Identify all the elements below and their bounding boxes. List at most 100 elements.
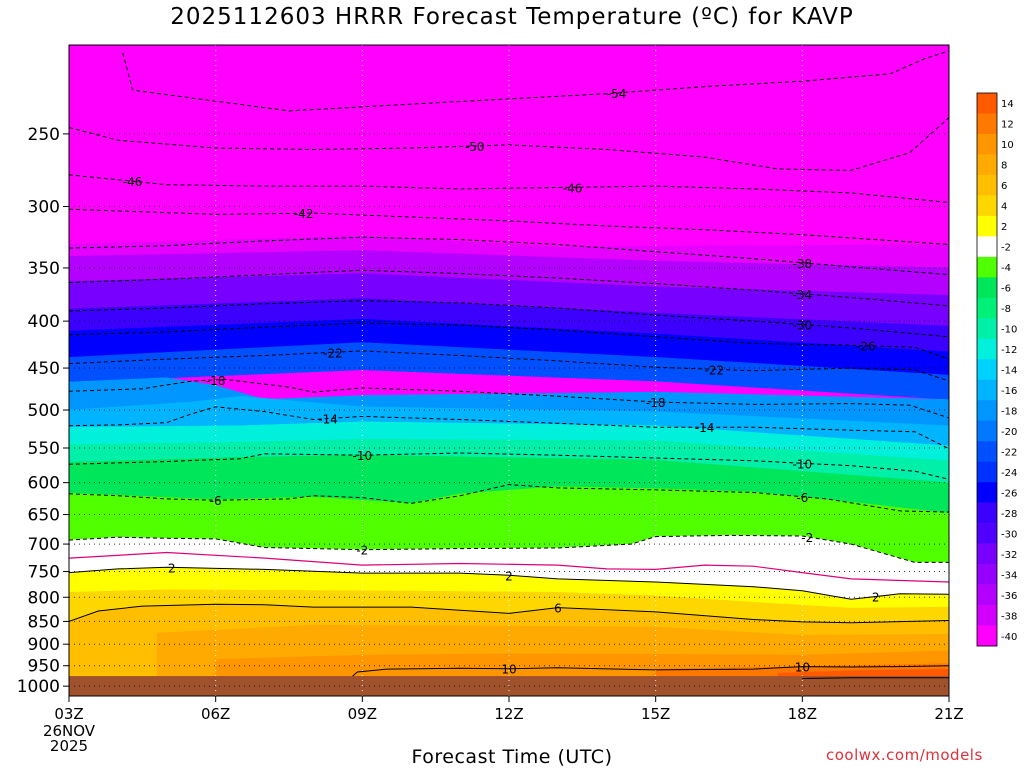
colorbar-tick-label: -4 [1001,263,1011,274]
contour-label: 10 [501,663,516,677]
colorbar-swatch [977,133,997,155]
contour-label: -26 [856,340,876,354]
contour-label: -10 [793,457,813,471]
y-tick-label: 800 [28,588,60,608]
colorbar-swatch [977,625,997,647]
contour-line [69,603,949,624]
colorbar-tick-label: -6 [1001,284,1011,295]
colorbar-swatch [977,379,997,401]
colorbar-tick-label: -40 [1001,632,1017,643]
colorbar-tick-label: -10 [1001,325,1017,336]
contour-label: 2 [872,591,880,605]
contour-label: -22 [705,363,725,377]
y-tick-label: 650 [28,506,60,526]
colorbar-swatch [977,174,997,196]
y-tick-label: 750 [28,563,60,583]
y-tick-label: 550 [28,439,60,459]
colorbar-tick-label: 8 [1001,161,1007,172]
contour-label: -18 [206,374,226,388]
credit-link[interactable]: coolwx.com/models [826,746,983,764]
y-axis: 250 300 350 400 450 500 550 600 650 700 750 800 850 9… [17,125,69,697]
contour-lines [69,50,949,679]
x-axis-title: Forecast Time (UTC) [411,746,613,768]
colorbar-tick-label: 10 [1001,140,1014,151]
x-tick-label: 03Z [54,705,83,723]
colorbar-tick-label: -18 [1001,406,1017,417]
colorbar-swatch [977,502,997,524]
contour-label: -50 [465,140,485,154]
contour-label: -38 [793,257,813,271]
x-tick-label: 06Z [201,705,230,723]
contour-label: -10 [353,449,373,463]
colorbar-tick-label: -2 [1001,243,1011,254]
x-tick-label: 09Z [348,705,377,723]
contour-label: -30 [793,319,813,333]
contour-label: -46 [123,175,143,189]
contour-label: -22 [323,346,343,360]
contour-label: -46 [563,181,583,195]
colorbar-tick-label: 6 [1001,181,1007,192]
colorbar-swatch [977,297,997,319]
colorbar-tick-label: 4 [1001,202,1007,213]
contour-line [352,665,949,677]
colorbar-tick-label: -20 [1001,427,1017,438]
colorbar-swatch [977,441,997,462]
contour-label: -42 [294,207,314,221]
contour-line [69,452,949,480]
contour-line [69,484,949,513]
y-tick-label: 400 [28,312,60,332]
colorbar-tick-label: -34 [1001,570,1017,581]
colorbar-swatch [977,215,997,237]
colorbar-swatch [977,605,997,626]
contour-label: -18 [646,396,666,410]
y-tick-label: 700 [28,535,60,555]
colorbar-frame [976,92,998,647]
chart-title: 2025112603 HRRR Forecast Temperature (ºC… [170,4,854,30]
y-tick-label: 450 [28,359,60,379]
contour-line [69,322,949,360]
colorbar-tick-label: -14 [1001,366,1017,377]
y-tick-label: 850 [28,612,60,632]
colorbar-swatch [977,584,997,606]
colorbar-swatch [977,277,997,299]
grid-lines [69,45,949,696]
colorbar-swatch [977,195,997,217]
contour-label: -6 [796,491,808,505]
colorbar-tick-label: -30 [1001,529,1017,540]
contour-line [122,50,949,112]
contour-line [69,551,949,583]
colorbar-tick-label: 14 [1001,99,1014,110]
contour-line [69,378,949,419]
colorbar-swatch [977,318,997,340]
y-tick-label: 600 [28,474,60,494]
colorbar-tick-label: -24 [1001,468,1017,479]
y-tick-label: 1000 [17,677,60,697]
colorbar-swatch [977,93,997,114]
colorbar-tick-label: -22 [1001,447,1017,458]
y-tick-label: 250 [28,125,60,145]
colorbar-tick-label: -32 [1001,550,1017,561]
colorbar-swatch [977,564,997,585]
contour-label: -6 [210,494,222,508]
colorbar-swatch [977,420,997,442]
contour-line [69,208,949,245]
x-tick-label: 12Z [494,705,523,723]
contour-label: -2 [801,531,813,545]
colorbar-tick-label: -16 [1001,386,1017,397]
y-tick-label: 350 [28,259,60,279]
colorbar-tick-label: -38 [1001,611,1017,622]
colorbar-swatch [977,400,997,422]
colorbar-swatch [977,154,997,176]
y-tick-label: 300 [28,198,60,218]
colorbar-tick-label: -36 [1001,591,1017,602]
colorbar-tick-label: -28 [1001,509,1017,520]
x-date-label: 2025 [50,737,88,755]
contour-line [69,174,949,203]
contour-line [69,534,949,563]
colorbar-swatch [977,461,997,483]
x-tick-label: 18Z [788,705,817,723]
x-date-label: 26NOV [43,722,96,740]
contour-line [69,117,949,171]
contour-label: -34 [793,288,813,302]
colorbar-swatch [977,338,997,360]
